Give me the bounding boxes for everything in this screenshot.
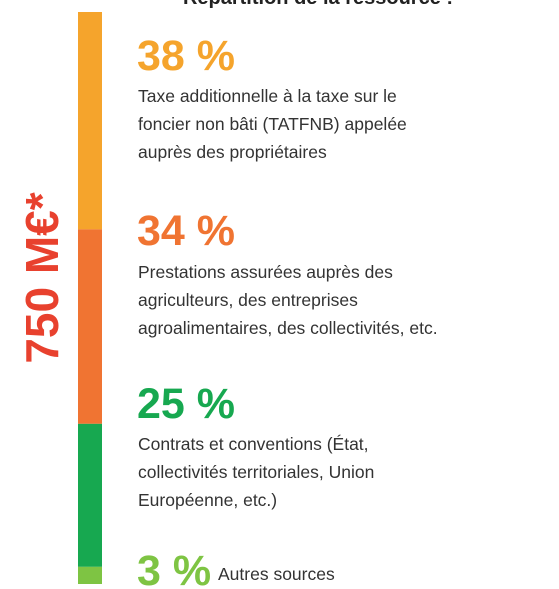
description: agroalimentaires, des collectivités, etc… [138, 318, 438, 338]
description: Européenne, etc.) [138, 490, 277, 510]
bar-segment [78, 423, 102, 567]
description: agriculteurs, des entreprises [138, 290, 358, 310]
description: collectivités territoriales, Union [138, 462, 374, 482]
description: foncier non bâti (TATFNB) appelée [138, 114, 407, 134]
description: Contrats et conventions (État, [138, 434, 369, 454]
description: Prestations assurées auprès des [138, 262, 393, 282]
bar-segment [78, 229, 102, 424]
value-label: 38 % [137, 32, 235, 80]
total-label: 750 M€* [16, 192, 68, 363]
bar-segment [78, 12, 102, 230]
value-label: 34 % [137, 207, 235, 255]
description: Taxe additionnelle à la taxe sur le [138, 86, 397, 106]
bar-segment [78, 566, 102, 584]
value-label: 3 % [137, 547, 211, 589]
description: auprès des propriétaires [138, 142, 327, 162]
value-label: 25 % [137, 380, 235, 428]
description: Autres sources [218, 564, 335, 584]
